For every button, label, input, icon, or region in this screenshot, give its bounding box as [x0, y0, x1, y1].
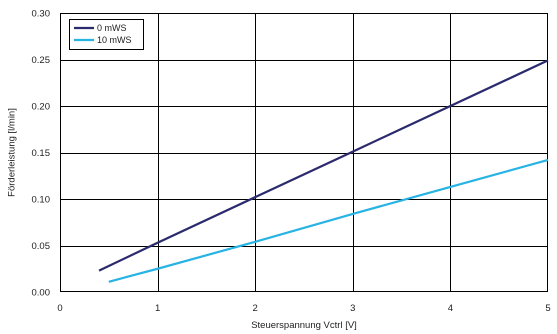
plot-area — [60, 13, 549, 292]
series-line-10-mws — [108, 158, 549, 283]
x-tick-label: 4 — [448, 303, 453, 314]
plot-border — [60, 13, 548, 292]
legend-label: 10 mWS — [97, 35, 132, 45]
y-tick-label: 0.05 — [32, 241, 51, 252]
x-tick-label: 0 — [57, 303, 62, 314]
x-tick-label: 3 — [350, 303, 355, 314]
series-lines — [98, 59, 549, 283]
x-tick-label: 1 — [155, 303, 160, 314]
y-tick-label: 0.15 — [32, 148, 51, 159]
legend-label: 0 mWS — [97, 23, 127, 33]
y-tick-labels: 0.00 0.05 0.10 0.15 0.20 0.25 0.30 — [32, 9, 51, 299]
x-tick-label: 5 — [545, 303, 550, 314]
x-tick-labels: 0 1 2 3 4 5 — [57, 303, 550, 314]
y-tick-label: 0.20 — [32, 102, 51, 113]
plot-background — [60, 13, 548, 292]
x-axis-title: Steuerspannung Vctrl [V] — [251, 320, 357, 331]
y-tick-label: 0.25 — [32, 55, 51, 66]
y-tick-label: 0.10 — [32, 195, 51, 206]
y-tick-label: 0.30 — [32, 9, 51, 20]
series-line-0-mws — [98, 59, 549, 272]
y-axis-title: Förderleistung [l/min] — [7, 108, 18, 197]
grid-lines — [60, 13, 548, 292]
x-tick-label: 2 — [253, 303, 258, 314]
y-tick-label: 0.00 — [32, 288, 51, 299]
legend: 0 mWS 10 mWS — [69, 19, 144, 50]
legend-box — [69, 19, 144, 50]
